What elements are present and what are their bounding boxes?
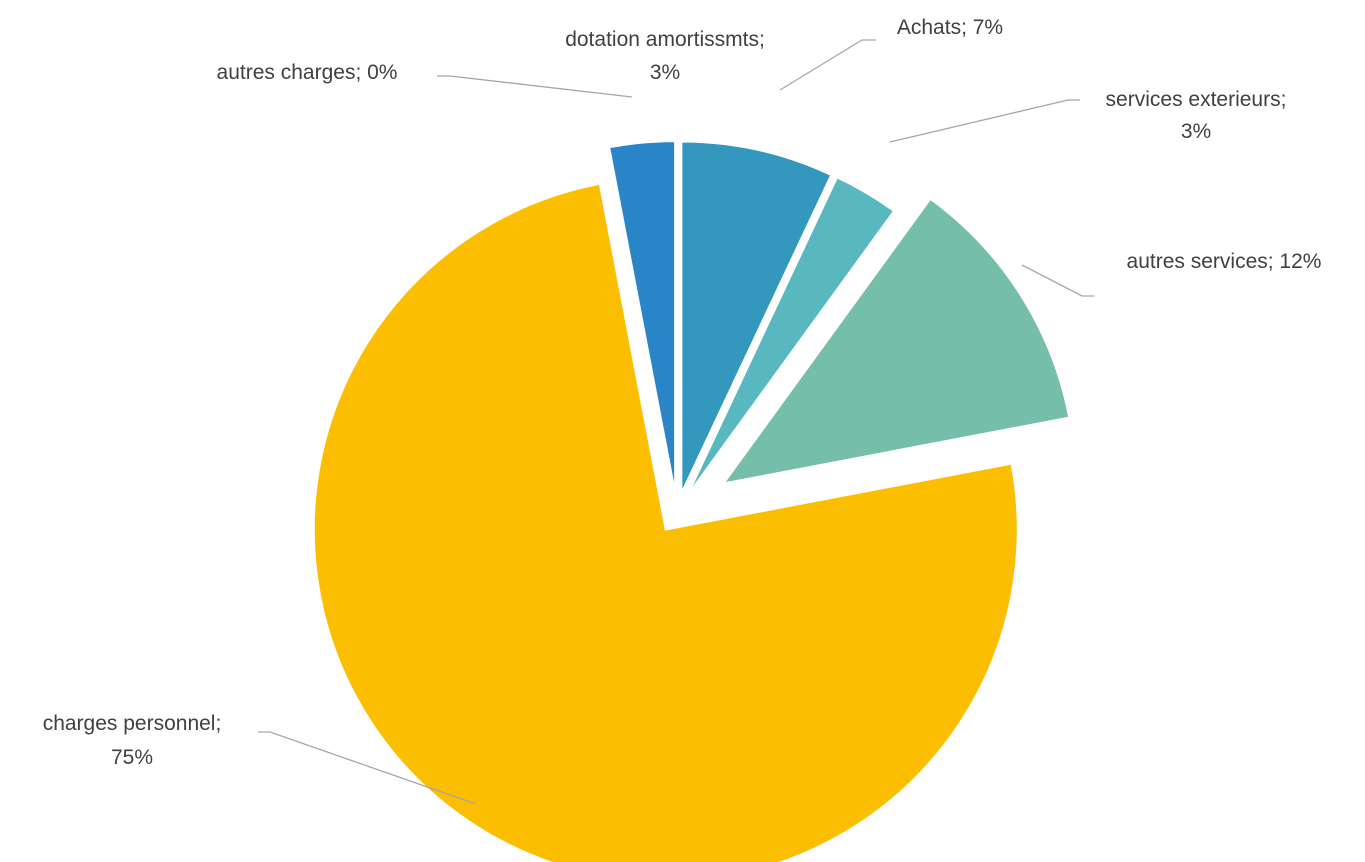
pie-slice-dotation-amortissmts (607, 140, 677, 494)
leader-line-achats (779, 39, 876, 91)
pie-slice-achats (680, 140, 833, 494)
leader-line-autres-charges (437, 75, 633, 98)
data-labels: Achats; 7% services exterieurs; 3% autres s… (43, 16, 1322, 769)
data-label-achats: Achats; 7% (897, 16, 1003, 39)
data-label-dotation-amortissmts: dotation amortissmts; 3% (565, 28, 765, 84)
leader-lines (258, 39, 1094, 805)
leader-line-services-exterieurs (889, 99, 1080, 143)
data-label-autres-charges: autres charges; 0% (217, 61, 398, 84)
pie-slice-charges-personnel (312, 182, 1019, 862)
data-label-charges-personnel: charges personnel; 75% (43, 712, 222, 769)
pie-slice-autres-services (721, 197, 1071, 485)
data-label-services-exterieurs: services exterieurs; 3% (1106, 88, 1287, 143)
data-label-autres-services: autres services; 12% (1127, 250, 1322, 273)
pie-slices (312, 140, 1071, 862)
leader-line-charges-personnel (258, 731, 477, 805)
leader-line-autres-services (1021, 264, 1094, 297)
pie-slice-services-exterieurs (686, 175, 896, 497)
